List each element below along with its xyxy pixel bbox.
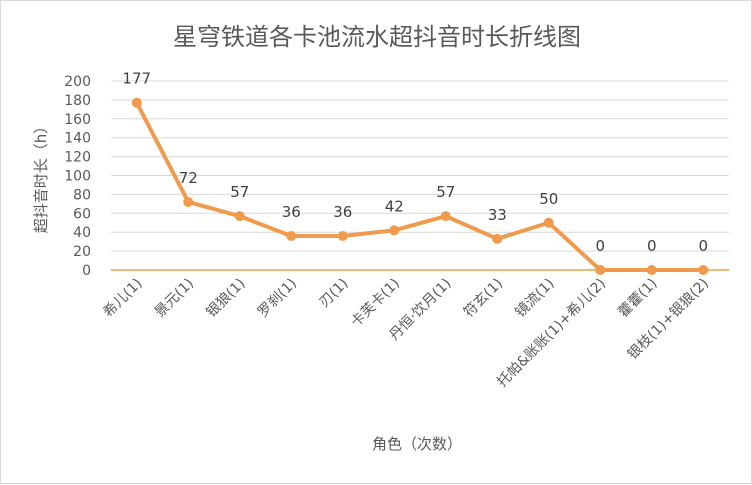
data-label: 57 [230,183,249,201]
x-tick-label: 藿藿(1) [615,276,660,321]
chart-title: 星穹铁道各卡池流水超抖音时长折线图 [173,23,581,51]
y-tick-label: 60 [73,206,91,222]
x-tick-label: 刃(1) [316,276,351,311]
data-label: 42 [385,197,404,215]
data-point [389,225,400,236]
x-tick-label: 罗刹(1) [255,276,300,321]
data-point [646,265,657,275]
y-tick-label: 40 [73,225,91,241]
y-tick-label: 80 [73,187,91,203]
data-point [492,233,503,244]
y-axis-ticks: 0 20 40 60 80 100 120 140 160 180 200 [64,74,91,279]
x-tick-label: 银狼(1) [203,276,248,321]
y-axis-label: 超抖音时长（h） [32,119,50,234]
data-label: 177 [122,70,151,88]
y-tick-label: 160 [64,112,91,128]
data-label: 0 [698,237,708,255]
data-point [595,265,606,275]
x-tick-label: 镜流(1) [512,276,557,321]
x-tick-label: 希儿(1) [100,276,145,321]
gridlines [111,80,729,271]
x-tick-label: 景元(1) [152,276,197,321]
data-label: 72 [179,169,198,187]
data-label: 57 [436,183,455,201]
data-labels: 177 72 57 36 36 42 57 33 50 0 0 0 [122,70,708,255]
x-axis-ticks: 希儿(1) 景元(1) 银狼(1) 罗刹(1) 刃(1)卡芙卡(1)丹恒·饮月(1) 符玄… [100,275,712,390]
y-tick-label: 140 [64,131,91,147]
x-axis-label: 角色（次数） [372,435,462,453]
y-tick-label: 200 [64,74,91,90]
data-label: 50 [539,190,558,208]
data-point [131,97,142,108]
data-label: 33 [488,206,507,224]
data-label: 0 [595,237,605,255]
series-line [134,100,706,272]
y-tick-label: 180 [64,93,91,109]
data-point [286,230,297,241]
y-tick-label: 100 [64,169,91,185]
data-point [440,211,451,222]
y-tick-label: 0 [82,263,91,279]
data-label: 36 [282,203,301,221]
data-point [543,217,554,228]
data-label: 36 [333,203,352,221]
series-group [131,97,709,275]
x-tick-label: 托帕&账账(1)+希儿(2) [494,276,609,391]
data-label: 0 [647,237,657,255]
data-point [234,211,245,222]
y-tick-label: 120 [64,150,91,166]
data-point [337,230,348,241]
x-tick-label: 符玄(1) [460,275,506,321]
x-tick-label: 卡芙卡(1) [347,275,403,331]
data-point [698,265,709,275]
y-tick-label: 20 [73,244,91,260]
data-point [183,196,194,207]
